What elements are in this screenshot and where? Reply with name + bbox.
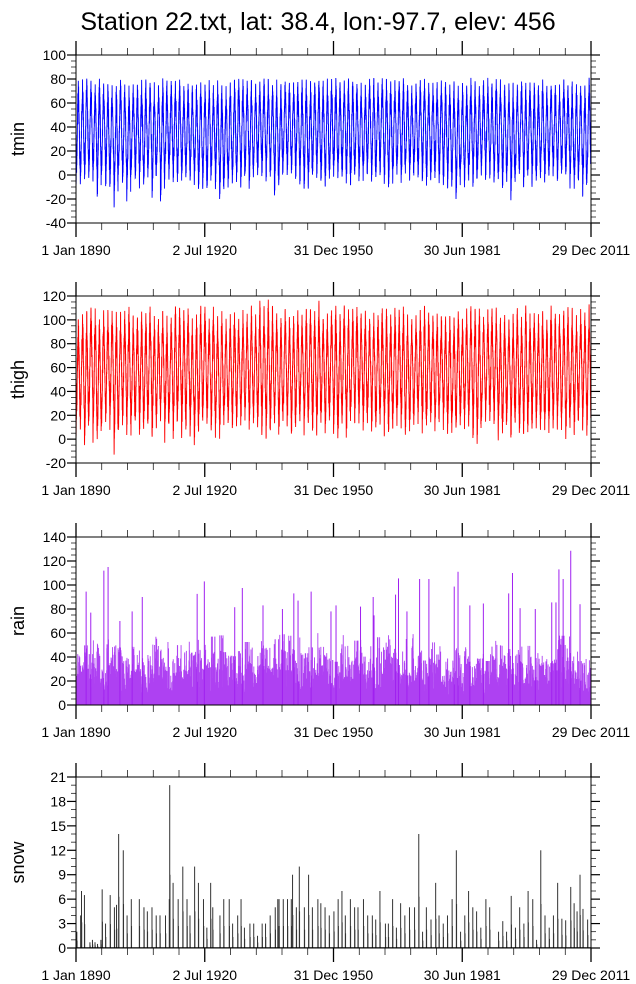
- y-tick-label: 80: [50, 336, 66, 352]
- y-tick-label: 40: [50, 649, 66, 665]
- y-tick-label: -40: [46, 215, 66, 231]
- y-tick-label: 20: [50, 407, 66, 423]
- x-tick-label: 1 Jan 1890: [41, 242, 110, 258]
- y-tick-label: 80: [50, 71, 66, 87]
- y-tick-label: 120: [43, 288, 67, 304]
- x-tick-label: 1 Jan 1890: [41, 482, 110, 498]
- y-tick-label: 60: [50, 625, 66, 641]
- y-tick-label: 60: [50, 95, 66, 111]
- y-tick-label: 3: [58, 916, 66, 932]
- x-tick-label: 1 Jan 1890: [41, 724, 110, 740]
- x-tick-label: 30 Jun 1981: [424, 242, 501, 258]
- x-tick-label: 2 Jul 1920: [172, 242, 237, 258]
- x-tick-label: 30 Jun 1981: [424, 967, 501, 983]
- y-tick-label: 20: [50, 143, 66, 159]
- x-tick-label: 2 Jul 1920: [172, 967, 237, 983]
- y-tick-label: 0: [58, 697, 66, 713]
- thigh-plot-area: [76, 299, 591, 455]
- x-tick-label: 29 Dec 2011: [552, 967, 631, 983]
- x-tick-label: 2 Jul 1920: [172, 724, 237, 740]
- y-tick-label: 12: [50, 842, 66, 858]
- y-tick-label: 40: [50, 383, 66, 399]
- thigh-axis-title: thigh: [8, 360, 28, 399]
- y-tick-label: 18: [50, 793, 66, 809]
- x-tick-label: 30 Jun 1981: [424, 482, 501, 498]
- x-tick-label: 2 Jul 1920: [172, 482, 237, 498]
- y-tick-label: 0: [58, 167, 66, 183]
- tmin-plot-area: [76, 77, 591, 208]
- rain-panel: 140 120 100 80 60 40 20 0 1 Jan 1890 2 Jul 1920 31…: [8, 523, 630, 740]
- y-tick-label: 100: [43, 312, 67, 328]
- y-tick-label: 21: [50, 769, 66, 785]
- rain-plot-area: [76, 550, 591, 705]
- x-tick-label: 30 Jun 1981: [424, 724, 501, 740]
- x-tick-label: 1 Jan 1890: [41, 967, 110, 983]
- y-tick-label: 120: [43, 553, 67, 569]
- snow-panel: 21 18 15 12 9 6 3 0 1 Jan 1890 2 Jul 1920 31 Dec 1…: [8, 763, 630, 983]
- x-tick-label: 29 Dec 2011: [552, 482, 631, 498]
- x-tick-label: 31 Dec 1950: [294, 482, 374, 498]
- tmin-series-line: [76, 77, 591, 208]
- y-tick-label: 140: [43, 529, 67, 545]
- rain-series-bars: [76, 633, 591, 705]
- thigh-series-line: [76, 299, 591, 455]
- thigh-panel: 120 100 80 60 40 20 0 -20 1 Jan 1890 2 Jul 1920 31…: [8, 282, 630, 498]
- x-tick-label: 29 Dec 2011: [552, 242, 631, 258]
- y-tick-label: 20: [50, 673, 66, 689]
- tmin-axis-title: tmin: [8, 122, 28, 156]
- snow-plot-area: [76, 785, 591, 948]
- x-tick-label: 31 Dec 1950: [294, 967, 374, 983]
- y-tick-label: 9: [58, 867, 66, 883]
- y-tick-label: 15: [50, 818, 66, 834]
- y-tick-label: 40: [50, 119, 66, 135]
- y-tick-label: -20: [46, 455, 66, 471]
- snow-axis-title: snow: [8, 840, 28, 883]
- y-tick-label: 0: [58, 431, 66, 447]
- x-tick-label: 29 Dec 2011: [552, 724, 631, 740]
- y-tick-label: 60: [50, 360, 66, 376]
- x-tick-label: 31 Dec 1950: [294, 242, 374, 258]
- rain-axis-title: rain: [8, 606, 28, 636]
- y-tick-label: 80: [50, 601, 66, 617]
- y-tick-label: 100: [43, 577, 67, 593]
- tmin-panel: 100 80 60 40 20 0 -20 -40 1 Jan 1890 2 Jul 1920 31…: [8, 41, 630, 258]
- y-tick-label: 100: [43, 47, 67, 63]
- x-tick-label: 31 Dec 1950: [294, 724, 374, 740]
- chart-title: Station 22.txt, lat: 38.4, lon:-97.7, el…: [80, 8, 555, 36]
- y-tick-label: 6: [58, 891, 66, 907]
- y-tick-label: -20: [46, 191, 66, 207]
- y-tick-label: 0: [58, 940, 66, 956]
